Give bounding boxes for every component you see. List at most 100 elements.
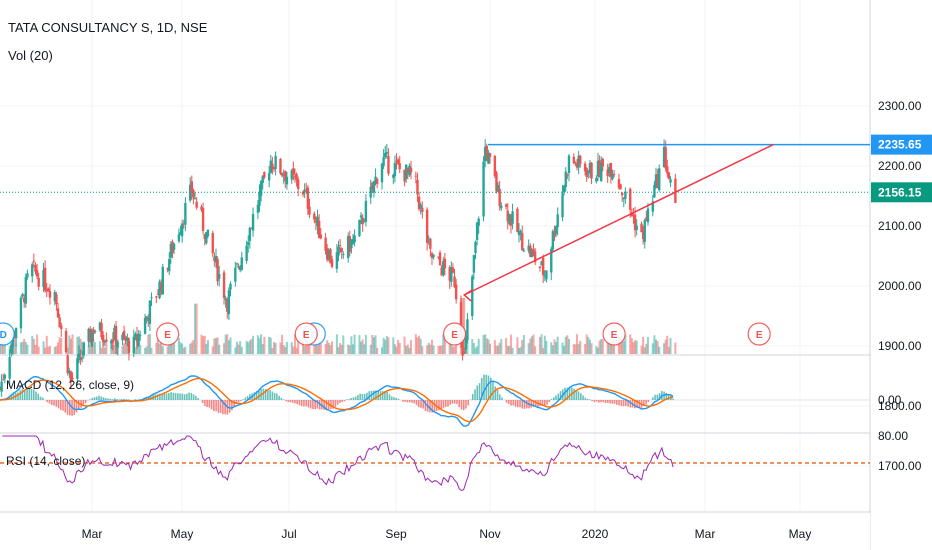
- dividend-marker[interactable]: [0, 322, 15, 346]
- candle-body: [387, 156, 390, 174]
- candle-body: [611, 173, 614, 180]
- candle-body: [329, 249, 332, 264]
- candle-body: [562, 185, 566, 193]
- candle-body: [259, 180, 263, 196]
- macd-histogram-bar: [177, 393, 179, 400]
- volume-bar: [542, 347, 545, 354]
- volume-bar: [487, 339, 490, 354]
- events[interactable]: DEDEEEE: [0, 322, 771, 346]
- macd-histogram-bar: [109, 398, 112, 400]
- candle-body: [346, 235, 350, 259]
- candle-body: [477, 218, 480, 226]
- candle-body: [216, 259, 219, 282]
- candle-body: [0, 381, 3, 392]
- macd-histogram-bar: [249, 394, 251, 400]
- candle-body: [26, 273, 29, 278]
- volume-bar: [150, 347, 153, 354]
- volume-bar: [326, 340, 329, 354]
- candle-body: [498, 189, 501, 207]
- macd-pane: [0, 374, 870, 427]
- candle-body: [169, 243, 173, 258]
- candle-body: [224, 298, 227, 301]
- volume-bar: [113, 345, 116, 354]
- price-axis[interactable]: 2300.00 2200.00 2100.00 2000.00 1900.00 1800.…: [871, 0, 932, 550]
- candle-body: [306, 187, 310, 209]
- macd-histogram-bar: [201, 400, 204, 404]
- volume-bar: [419, 338, 422, 354]
- volume-bar: [44, 347, 47, 354]
- candle-body: [22, 297, 26, 303]
- candle-body: [282, 175, 285, 177]
- earnings-marker[interactable]: [294, 322, 318, 346]
- drawings[interactable]: [0, 143, 870, 302]
- candle-body: [66, 355, 69, 374]
- volume-bar: [505, 337, 508, 354]
- volume-bar: [587, 337, 590, 354]
- volume-bar: [339, 343, 342, 354]
- macd-histogram-bar: [417, 400, 420, 408]
- candle-body: [635, 225, 638, 230]
- volume-bar: [313, 345, 316, 354]
- macd-histogram-bar: [586, 398, 589, 400]
- candle-body: [340, 248, 343, 252]
- volume-bar: [36, 334, 39, 354]
- macd-histogram-bar: [213, 400, 215, 411]
- macd-histogram-bar: [312, 400, 314, 410]
- earnings-marker[interactable]: [442, 322, 467, 346]
- candle-body: [314, 220, 318, 223]
- candle-body: [396, 159, 400, 164]
- volume-bar: [351, 344, 354, 354]
- candle-body: [600, 162, 603, 181]
- volume-bar: [285, 341, 288, 354]
- candle-body: [443, 258, 447, 269]
- volume-bar: [455, 340, 458, 354]
- candle-body: [632, 215, 635, 217]
- volume-bar: [92, 339, 95, 354]
- volume-bar: [361, 339, 364, 354]
- volume-bar: [223, 343, 226, 354]
- candle-body: [313, 213, 316, 220]
- volume-bar: [658, 346, 661, 354]
- volume-bar: [295, 347, 298, 354]
- candle-body: [43, 267, 47, 291]
- macd-histogram-bar: [552, 397, 555, 400]
- candle-body: [238, 266, 242, 271]
- volume-bar: [453, 346, 456, 354]
- macd-histogram-bar: [287, 400, 289, 403]
- volume-bar: [545, 340, 548, 354]
- macd-histogram-bar: [620, 400, 623, 407]
- candle-body: [42, 270, 45, 288]
- candle-body: [338, 245, 342, 247]
- event-marker-label: E: [611, 330, 618, 341]
- macd-histogram-bar: [645, 400, 647, 405]
- candle-body: [538, 266, 542, 269]
- volume-bar: [429, 344, 432, 354]
- volume-bar: [234, 347, 237, 354]
- candle-body: [459, 302, 463, 340]
- volume-bar: [669, 337, 672, 354]
- macd-histogram-bar: [59, 400, 62, 410]
- volume-bar: [553, 339, 556, 354]
- macd-histogram-bar: [224, 400, 226, 415]
- candle-body: [134, 333, 137, 339]
- time-axis[interactable]: Mar May Jul Sep Nov 2020 Mar May: [0, 513, 870, 550]
- volume-bar: [166, 346, 169, 354]
- candle-body: [193, 198, 197, 200]
- volume-bar: [667, 346, 670, 354]
- candle-body: [250, 228, 253, 230]
- candle-body: [240, 257, 243, 270]
- earnings-marker[interactable]: [747, 322, 771, 346]
- trend-line[interactable]: [463, 143, 775, 296]
- macd-histogram-bar: [575, 390, 578, 400]
- earnings-marker[interactable]: [602, 322, 626, 346]
- macd-histogram-bar: [625, 400, 627, 406]
- candle-body: [372, 180, 376, 193]
- volume-bar: [239, 341, 242, 354]
- candle-body: [271, 163, 274, 169]
- macd-histogram-bar: [163, 393, 166, 400]
- volume-bar: [144, 347, 147, 354]
- volume-bar: [588, 339, 591, 354]
- macd-histogram-bar: [339, 400, 341, 403]
- earnings-marker[interactable]: [156, 322, 180, 346]
